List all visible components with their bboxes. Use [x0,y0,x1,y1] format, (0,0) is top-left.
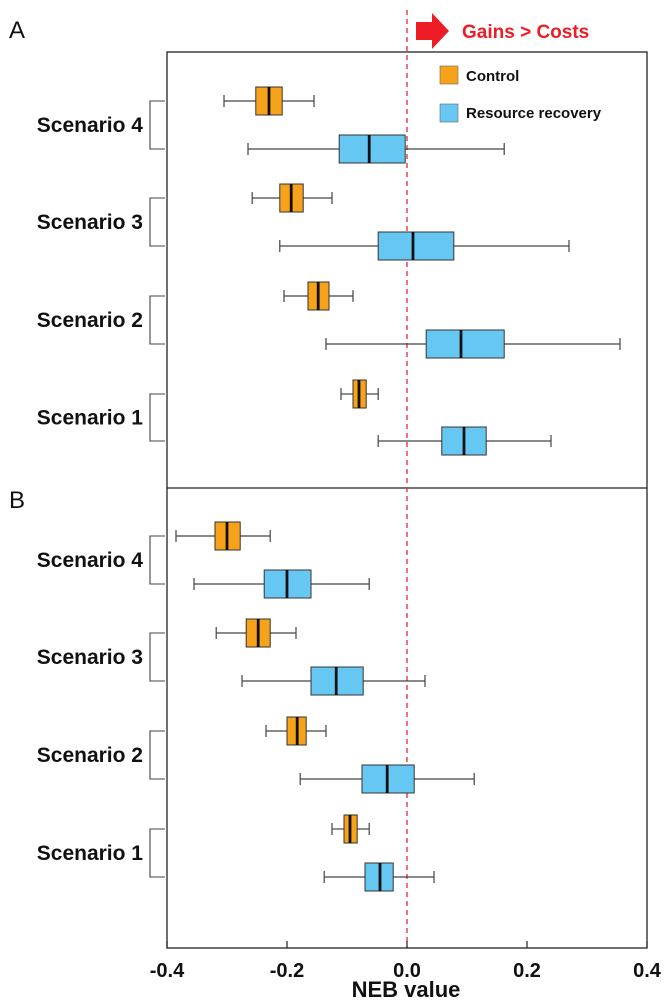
control-box [265,716,327,746]
panel-b: B Scenario 4 Scenario 3 Scenario 2 Scenario … [9,487,475,892]
right-arrow-icon [416,13,449,49]
scenario-bracket [149,295,165,345]
control-box [251,183,333,213]
x-tick-label: 0.0 [393,960,421,982]
resource-recovery-box [323,862,435,892]
resource-recovery-box [299,764,475,794]
panel-letter: B [9,487,25,514]
scenario-group: Scenario 4 [37,86,505,164]
x-tick-label: 0.2 [513,960,541,982]
scenario-label: Scenario 3 [37,646,143,669]
scenario-group: Scenario 3 [37,618,426,696]
scenario-label: Scenario 1 [37,842,144,865]
scenario-bracket [149,393,165,442]
resource-recovery-box [241,666,426,696]
scenario-group: Scenario 4 [37,521,370,599]
legend-swatch-resource-recovery [439,103,459,123]
gains-costs-label: Gains > Costs [462,22,589,43]
scenario-label: Scenario 1 [37,407,144,430]
scenario-label: Scenario 4 [37,114,144,137]
scenario-bracket [149,632,165,682]
control-box [331,814,370,844]
resource-recovery-box [193,569,370,599]
x-axis: -0.4 -0.2 0.0 0.2 0.4 [150,941,662,982]
legend-swatch-control [439,65,459,85]
scenario-group: Scenario 2 [37,281,621,359]
resource-recovery-box [325,329,621,359]
resource-recovery-box [279,231,570,261]
resource-recovery-box [247,134,505,164]
control-box [340,379,379,409]
scenario-label: Scenario 4 [37,549,144,572]
gains-annotation: Gains > Costs [416,13,589,49]
panel-a: A Scenario 4 Scenario 3 Scenario 2 Scenario … [9,17,621,456]
x-tick-label: -0.2 [270,960,304,982]
scenario-bracket [149,100,165,150]
iqr-box [338,134,406,164]
scenario-label: Scenario 3 [37,211,143,234]
scenario-label: Scenario 2 [37,744,143,767]
scenario-bracket [149,197,165,247]
x-tick-label: 0.4 [633,960,662,982]
control-box [223,86,315,116]
scenario-group: Scenario 1 [37,379,552,456]
scenario-bracket [149,730,165,780]
legend-label-resource-recovery: Resource recovery [466,105,602,122]
scenario-group: Scenario 2 [37,716,475,794]
iqr-box [425,329,505,359]
plot-area: A Scenario 4 Scenario 3 Scenario 2 Scenario … [9,10,662,982]
scenario-bracket [149,535,165,585]
x-tick-label: -0.4 [150,960,185,982]
control-box [283,281,354,311]
scenario-bracket [149,828,165,878]
resource-recovery-box [377,426,552,456]
scenario-group: Scenario 3 [37,183,570,261]
legend-label-control: Control [466,68,519,85]
control-box [215,618,297,648]
control-box [175,521,271,551]
scenario-group: Scenario 1 [37,814,435,892]
legend: Control Resource recovery [439,65,602,123]
panel-letter: A [9,17,25,44]
scenario-label: Scenario 2 [37,309,143,332]
x-axis-title: NEB value [352,977,461,1002]
iqr-box [377,231,455,261]
